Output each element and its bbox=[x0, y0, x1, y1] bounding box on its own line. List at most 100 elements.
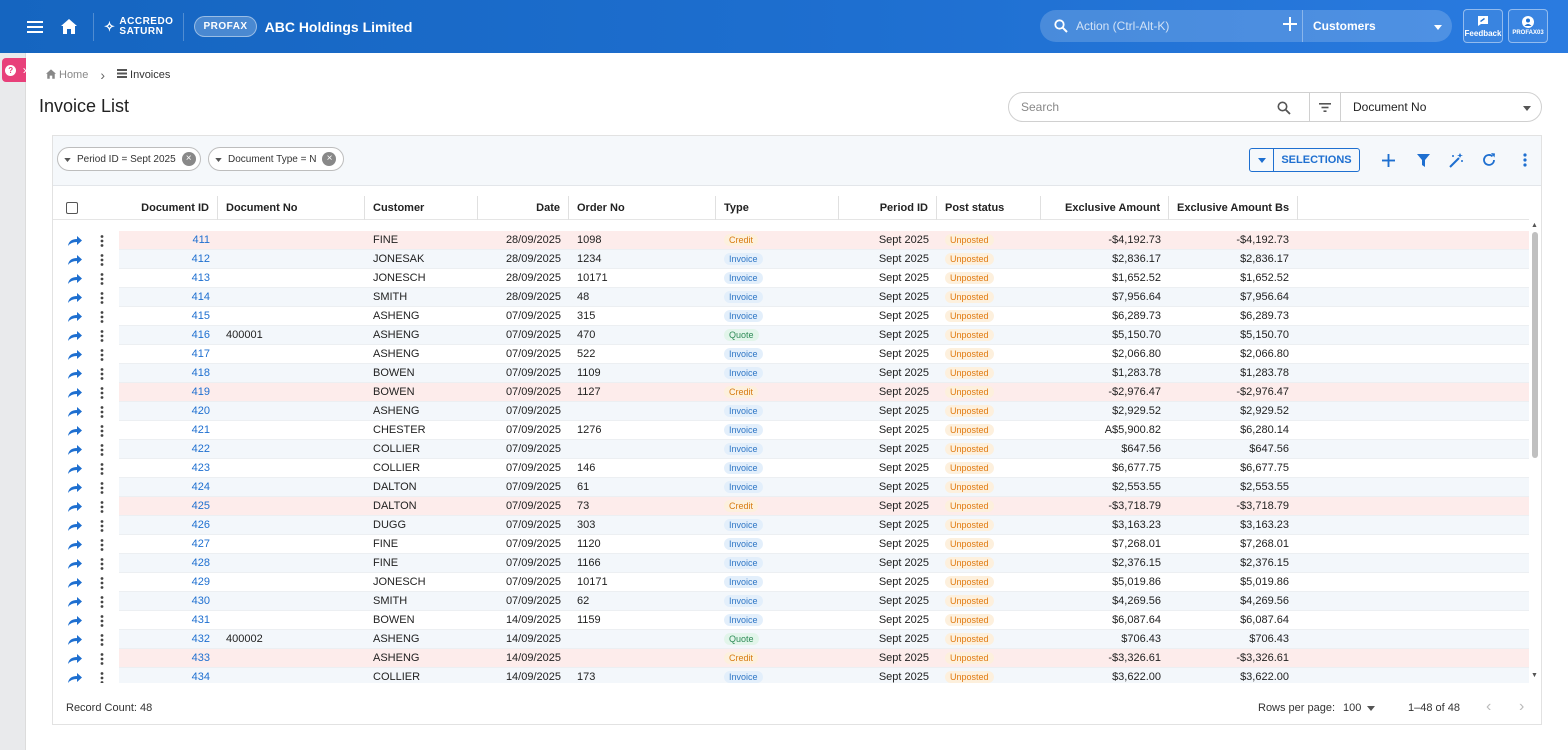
table-row[interactable]: 430 SMITH 07/09/2025 62 Invoice Sept 2025 Unpo… bbox=[53, 592, 1529, 611]
open-arrow-icon[interactable] bbox=[67, 383, 83, 402]
more-vert-icon[interactable] bbox=[100, 573, 104, 592]
document-id-link[interactable]: 416 bbox=[191, 329, 210, 341]
column-header-date[interactable]: Date bbox=[478, 196, 569, 220]
more-vert-icon[interactable] bbox=[100, 592, 104, 611]
select-all-checkbox[interactable] bbox=[66, 202, 78, 214]
document-id-link[interactable]: 426 bbox=[191, 519, 210, 531]
open-arrow-icon[interactable] bbox=[67, 592, 83, 611]
document-id-link[interactable]: 432 bbox=[191, 633, 210, 645]
open-arrow-icon[interactable] bbox=[67, 326, 83, 345]
more-vert-icon[interactable] bbox=[100, 516, 104, 535]
table-row[interactable]: 420 ASHENG 07/09/2025 Invoice Sept 2025 Unpos… bbox=[53, 402, 1529, 421]
document-id-link[interactable]: 422 bbox=[191, 443, 210, 455]
open-arrow-icon[interactable] bbox=[67, 250, 83, 269]
rows-per-page-select[interactable]: 100 bbox=[1343, 702, 1376, 714]
table-row[interactable]: 411 FINE 28/09/2025 1098 Credit Sept 2025 Unpo… bbox=[53, 231, 1529, 250]
more-vert-icon[interactable] bbox=[100, 611, 104, 630]
more-vert-icon[interactable] bbox=[100, 364, 104, 383]
table-row[interactable]: 429 JONESCH 07/09/2025 10171 Invoice Sept 202… bbox=[53, 573, 1529, 592]
scroll-down-icon[interactable]: ▼ bbox=[1531, 672, 1538, 679]
document-id-link[interactable]: 425 bbox=[191, 500, 210, 512]
table-row[interactable]: 416 400001 ASHENG 07/09/2025 470 Quote Sept 20… bbox=[53, 326, 1529, 345]
open-arrow-icon[interactable] bbox=[67, 516, 83, 535]
module-select[interactable]: Customers bbox=[1302, 10, 1452, 42]
scrollbar-thumb[interactable] bbox=[1532, 232, 1538, 458]
more-vert-icon[interactable] bbox=[100, 383, 104, 402]
table-row[interactable]: 413 JONESCH 28/09/2025 10171 Invoice Sept 202… bbox=[53, 269, 1529, 288]
more-vert-icon[interactable] bbox=[100, 497, 104, 516]
table-row[interactable]: 432 400002 ASHENG 14/09/2025 Quote Sept 2025 U… bbox=[53, 630, 1529, 649]
add-icon[interactable] bbox=[1283, 17, 1297, 31]
column-header-document-no[interactable]: Document No bbox=[218, 196, 365, 220]
open-arrow-icon[interactable] bbox=[67, 307, 83, 326]
document-id-link[interactable]: 417 bbox=[191, 348, 210, 360]
table-row[interactable]: 426 DUGG 07/09/2025 303 Invoice Sept 2025 Unpo… bbox=[53, 516, 1529, 535]
column-header-document-id[interactable]: Document ID bbox=[119, 196, 218, 220]
document-id-link[interactable]: 434 bbox=[191, 671, 210, 683]
filter-chip-period[interactable]: Period ID = Sept 2025 × bbox=[57, 147, 201, 171]
table-row[interactable]: 421 CHESTER 07/09/2025 1276 Invoice Sept 2025… bbox=[53, 421, 1529, 440]
more-vert-icon[interactable] bbox=[100, 250, 104, 269]
document-id-link[interactable]: 420 bbox=[191, 405, 210, 417]
more-vert-icon[interactable] bbox=[100, 649, 104, 668]
open-arrow-icon[interactable] bbox=[67, 630, 83, 649]
filter-chip-document-type[interactable]: Document Type = N × bbox=[208, 147, 344, 171]
search-icon[interactable] bbox=[1277, 101, 1291, 115]
open-arrow-icon[interactable] bbox=[67, 497, 83, 516]
filter-icon[interactable] bbox=[1411, 148, 1435, 172]
document-id-link[interactable]: 419 bbox=[191, 386, 210, 398]
previous-page-icon[interactable]: ‹ bbox=[1486, 698, 1492, 715]
close-icon[interactable]: × bbox=[181, 152, 196, 166]
document-id-link[interactable]: 412 bbox=[191, 253, 210, 265]
more-vert-icon[interactable] bbox=[100, 668, 104, 683]
search-input[interactable] bbox=[1021, 100, 1261, 114]
home-icon[interactable] bbox=[53, 11, 85, 43]
document-id-link[interactable]: 423 bbox=[191, 462, 210, 474]
open-arrow-icon[interactable] bbox=[67, 554, 83, 573]
table-row[interactable]: 434 COLLIER 14/09/2025 173 Invoice Sept 2025 U… bbox=[53, 668, 1529, 683]
open-arrow-icon[interactable] bbox=[67, 402, 83, 421]
table-row[interactable]: 423 COLLIER 07/09/2025 146 Invoice Sept 2025 U… bbox=[53, 459, 1529, 478]
chevron-down-icon[interactable] bbox=[1250, 149, 1274, 171]
column-header-type[interactable]: Type bbox=[716, 196, 839, 220]
scroll-up-icon[interactable]: ▲ bbox=[1531, 222, 1538, 229]
more-vert-icon[interactable] bbox=[100, 478, 104, 497]
more-vert-icon[interactable] bbox=[100, 440, 104, 459]
column-header-exclusive-amount-bs[interactable]: Exclusive Amount Bs bbox=[1169, 196, 1298, 220]
column-header-order-no[interactable]: Order No bbox=[569, 196, 716, 220]
open-arrow-icon[interactable] bbox=[67, 288, 83, 307]
table-row[interactable]: 425 DALTON 07/09/2025 73 Credit Sept 2025 Unpo… bbox=[53, 497, 1529, 516]
more-vert-icon[interactable] bbox=[100, 630, 104, 649]
sort-icon[interactable] bbox=[1309, 93, 1341, 121]
next-page-icon[interactable]: › bbox=[1519, 698, 1525, 715]
magic-wand-icon[interactable] bbox=[1444, 148, 1468, 172]
open-arrow-icon[interactable] bbox=[67, 231, 83, 250]
open-arrow-icon[interactable] bbox=[67, 611, 83, 630]
open-arrow-icon[interactable] bbox=[67, 364, 83, 383]
document-id-link[interactable]: 427 bbox=[191, 538, 210, 550]
close-icon[interactable]: × bbox=[322, 152, 337, 166]
open-arrow-icon[interactable] bbox=[67, 668, 83, 683]
help-panel-toggle[interactable]: ? › bbox=[2, 58, 30, 82]
add-icon[interactable] bbox=[1376, 148, 1400, 172]
column-header-period-id[interactable]: Period ID bbox=[839, 196, 937, 220]
open-arrow-icon[interactable] bbox=[67, 478, 83, 497]
document-id-link[interactable]: 428 bbox=[191, 557, 210, 569]
open-arrow-icon[interactable] bbox=[67, 440, 83, 459]
more-vert-icon[interactable] bbox=[100, 459, 104, 478]
more-vert-icon[interactable] bbox=[100, 231, 104, 250]
open-arrow-icon[interactable] bbox=[67, 269, 83, 288]
table-row[interactable]: 433 ASHENG 14/09/2025 Credit Sept 2025 Unpost… bbox=[53, 649, 1529, 668]
action-input[interactable] bbox=[1076, 19, 1276, 33]
document-id-link[interactable]: 433 bbox=[191, 652, 210, 664]
table-row[interactable]: 417 ASHENG 07/09/2025 522 Invoice Sept 2025 Un… bbox=[53, 345, 1529, 364]
menu-icon[interactable] bbox=[19, 11, 51, 43]
document-id-link[interactable]: 429 bbox=[191, 576, 210, 588]
table-row[interactable]: 418 BOWEN 07/09/2025 1109 Invoice Sept 2025 Un… bbox=[53, 364, 1529, 383]
document-id-link[interactable]: 415 bbox=[191, 310, 210, 322]
table-row[interactable]: 422 COLLIER 07/09/2025 Invoice Sept 2025 Unpo… bbox=[53, 440, 1529, 459]
document-id-link[interactable]: 430 bbox=[191, 595, 210, 607]
more-vert-icon[interactable] bbox=[100, 326, 104, 345]
more-vert-icon[interactable] bbox=[100, 402, 104, 421]
document-id-link[interactable]: 411 bbox=[192, 234, 210, 246]
